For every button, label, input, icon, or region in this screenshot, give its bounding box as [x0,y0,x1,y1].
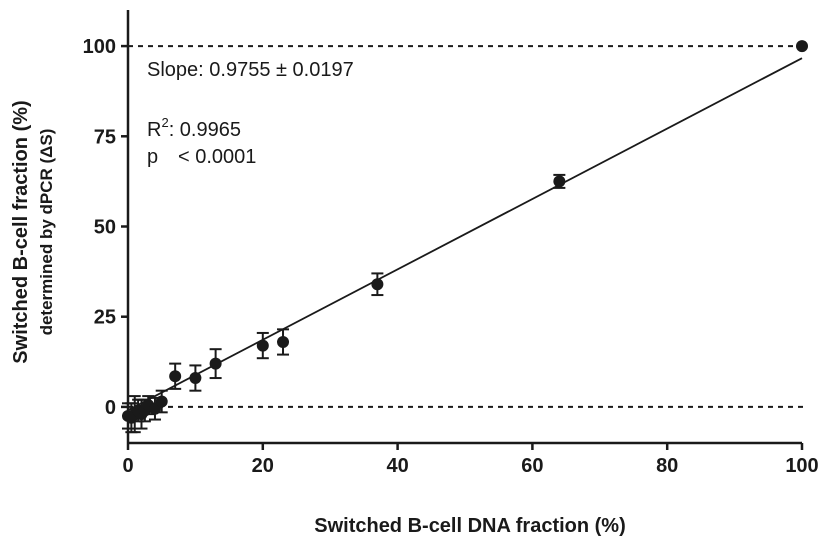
reference-lines [128,45,808,408]
x-axis-title: Switched B-cell DNA fraction (%) [314,515,626,537]
r-squared-value: : 0.9965 [169,119,241,141]
y-tick-label-100: 100 [83,36,116,58]
y-tick-label-0: 0 [105,397,116,419]
x-tick-label-60: 60 [521,455,543,477]
x-tick-label-100: 100 [785,455,818,477]
data-point-8 [155,395,168,408]
data-point-12 [256,339,269,352]
data-point-14 [371,278,384,291]
data-point-16 [796,40,808,53]
r-squared-annotation: R2: 0.9965 [147,115,241,141]
data-point-11 [209,357,222,370]
data-point-13 [277,335,290,348]
r-squared-label: R [147,119,161,141]
regression-line-layer [127,57,803,411]
x-tick-label-40: 40 [386,455,408,477]
slope-annotation: Slope: 0.9755 ± 0.0197 [147,59,354,81]
data-point-9 [169,370,182,383]
r-squared-superscript: 2 [161,115,168,130]
y-tick-label-75: 75 [94,126,116,148]
p-value-annotation: < 0.0001 [178,146,256,168]
regression-line [127,57,803,411]
data-point-10 [189,372,202,385]
x-tick-label-80: 80 [656,455,678,477]
p-value-label: p [147,146,158,168]
y-tick-label-50: 50 [94,217,116,239]
data-points-layer [122,40,808,434]
x-tick-label-20: 20 [252,455,274,477]
y-axis-subtitle: determined by dPCR (ΔS) [37,129,56,336]
data-point-15 [553,175,566,188]
x-tick-label-0: 0 [122,455,133,477]
y-tick-label-25: 25 [94,307,116,329]
axes: 0 20 40 60 80 100 0 25 50 75 100 [83,10,819,477]
y-axis-title: Switched B-cell fraction (%) [10,100,32,363]
